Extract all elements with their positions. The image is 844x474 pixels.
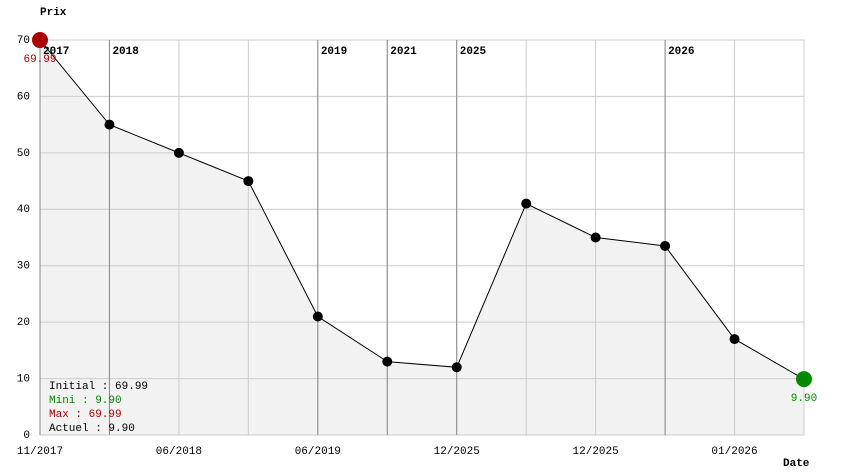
y-tick-label: 10 <box>17 373 30 385</box>
y-tick-label: 60 <box>17 91 30 103</box>
y-tick-label: 0 <box>23 430 30 442</box>
point <box>729 334 740 345</box>
x-tick-label: 12/2025 <box>434 446 480 458</box>
point <box>243 176 254 187</box>
point <box>521 198 532 209</box>
value-label: 69.99 <box>23 54 56 66</box>
point <box>104 119 115 130</box>
point <box>590 232 601 243</box>
year-label: 2017 <box>43 46 69 58</box>
x-tick-label: 06/2018 <box>156 446 202 458</box>
summary-line: Max : 69.99 <box>49 409 122 421</box>
summary-line: Initial : 69.99 <box>49 381 148 393</box>
year-label: 2018 <box>112 46 139 58</box>
point <box>451 362 462 373</box>
area <box>40 40 804 435</box>
x-tick-label: 06/2019 <box>295 446 341 458</box>
y-tick-label: 40 <box>17 204 30 216</box>
year-label: 2021 <box>390 46 417 58</box>
summary-line: Actuel : 9.90 <box>49 423 135 435</box>
year-label: 2025 <box>460 46 487 58</box>
value-label: 9.90 <box>791 393 817 405</box>
point <box>382 356 393 367</box>
point <box>796 371 812 388</box>
x-tick-label: 12/2025 <box>573 446 619 458</box>
point <box>173 147 184 158</box>
summary-line: Mini : 9.90 <box>49 395 122 407</box>
x-axis-title: Date <box>783 458 810 470</box>
y-tick-label: 50 <box>17 148 30 160</box>
point <box>32 32 48 49</box>
y-tick-label: 30 <box>17 261 30 273</box>
year-label: 2019 <box>321 46 347 58</box>
point <box>660 240 671 251</box>
x-tick-label: 11/2017 <box>17 446 63 458</box>
y-tick-label: 70 <box>17 35 30 47</box>
point <box>312 311 323 322</box>
price-line <box>39 39 805 380</box>
y-tick-label: 20 <box>17 317 30 329</box>
y-axis-title: Prix <box>40 7 67 19</box>
year-label: 2026 <box>668 46 694 58</box>
x-tick-label: 01/2026 <box>711 446 757 458</box>
